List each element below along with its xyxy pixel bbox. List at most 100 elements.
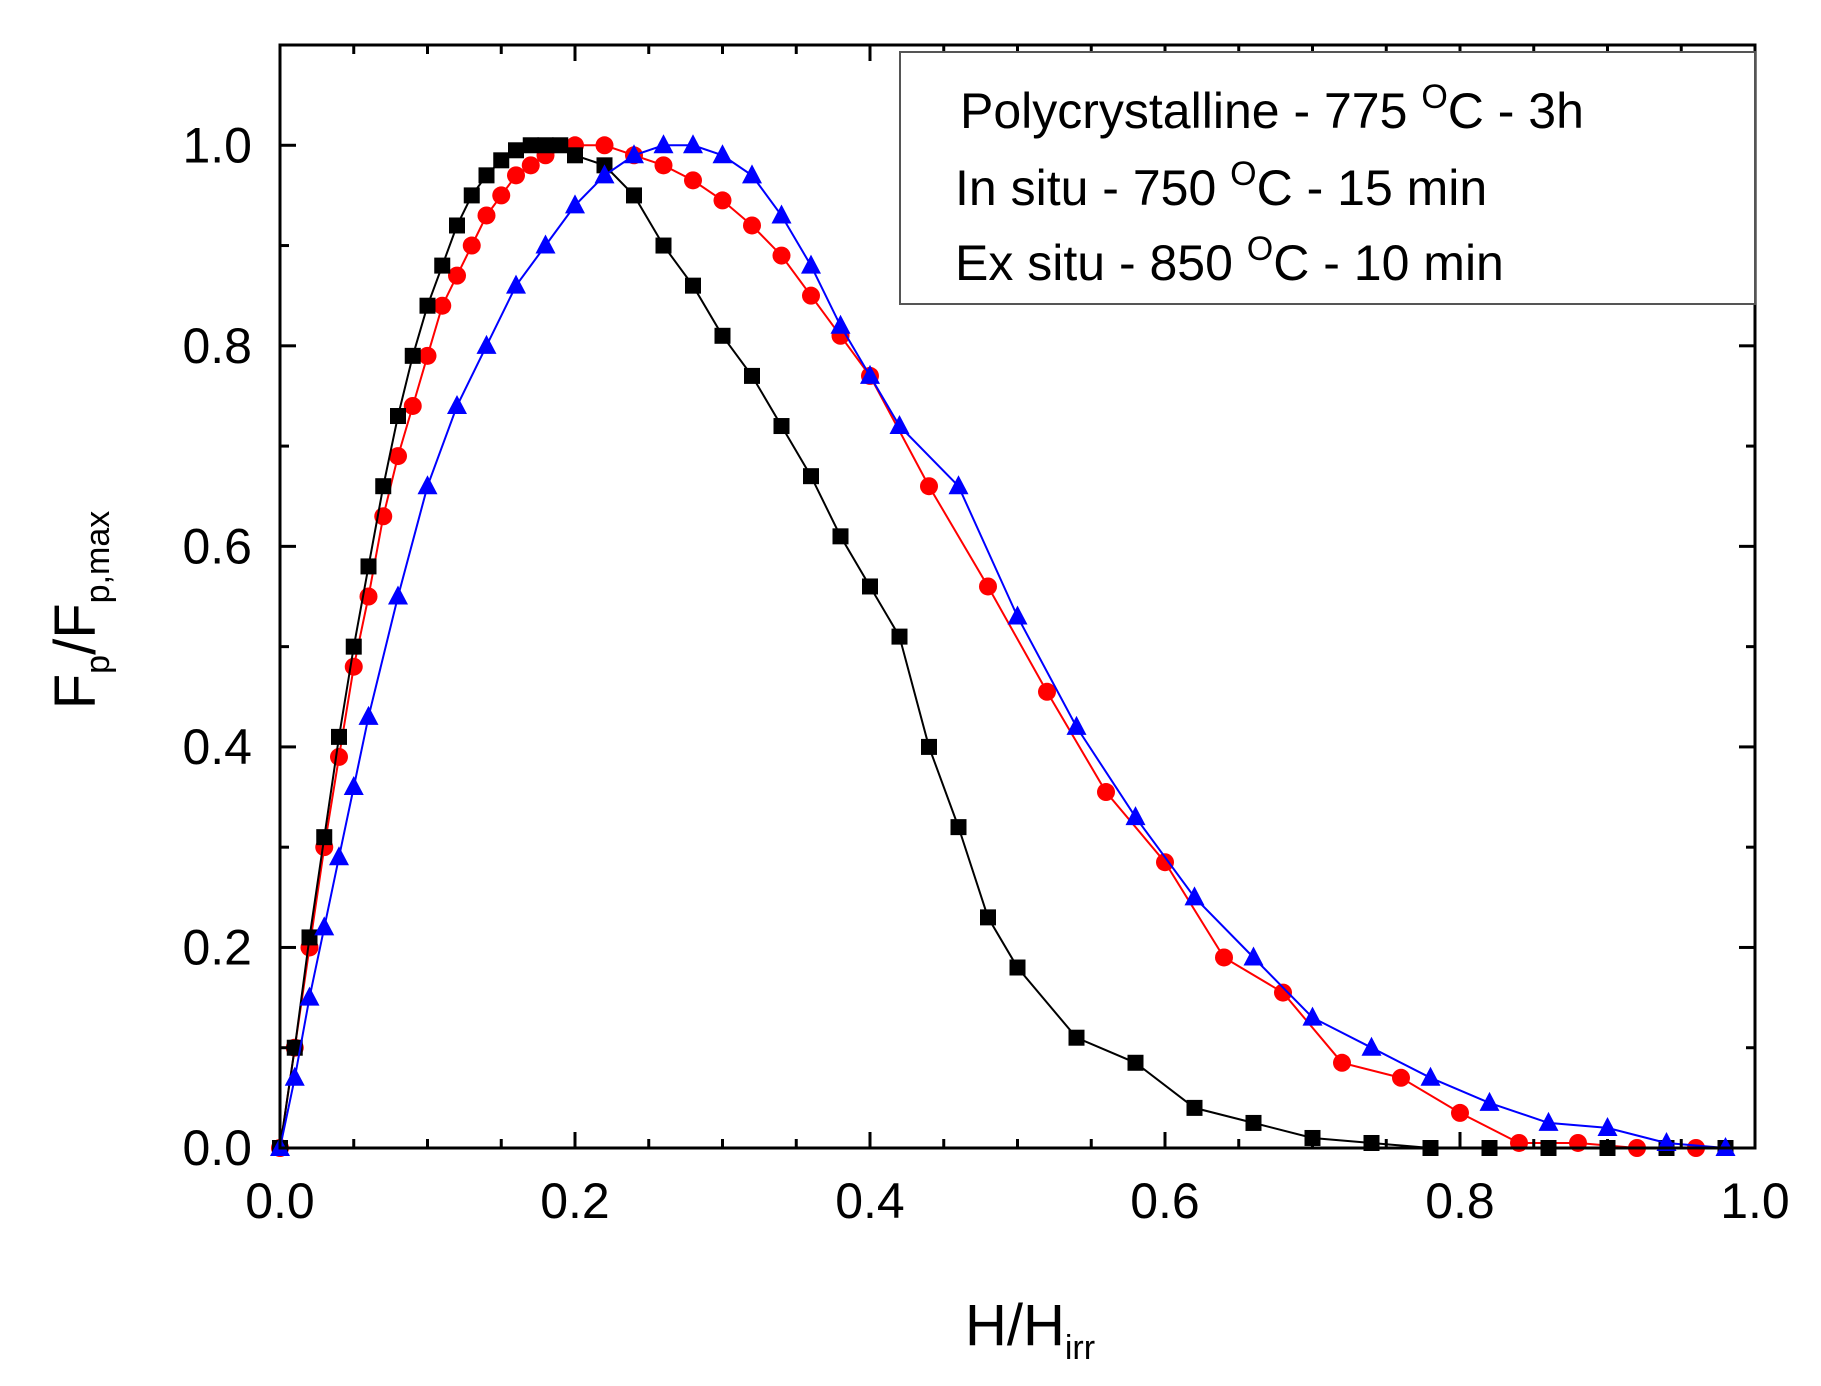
data-point-in-situ xyxy=(1097,783,1115,802)
data-point-ex-situ xyxy=(801,254,821,274)
data-point-ex-situ xyxy=(1420,1066,1441,1086)
data-point-polycrystalline xyxy=(980,909,996,926)
data-point-polycrystalline xyxy=(567,147,583,164)
data-point-polycrystalline xyxy=(1245,1114,1262,1131)
series-line-polycrystalline xyxy=(279,144,1726,1149)
y-tick-label: 0.0 xyxy=(182,1120,252,1176)
data-point-polycrystalline xyxy=(832,528,849,545)
data-point-ex-situ xyxy=(417,475,438,495)
y-tick-label: 0.6 xyxy=(182,518,252,574)
y-axis-title-main: F xyxy=(43,674,108,709)
data-point-polycrystalline xyxy=(390,408,406,425)
x-tick-label: 0.0 xyxy=(245,1173,315,1229)
data-point-in-situ xyxy=(507,166,525,185)
data-point-polycrystalline xyxy=(1186,1099,1203,1116)
data-point-ex-situ xyxy=(447,394,467,414)
y-axis-title-sep: /F xyxy=(43,603,108,655)
series-line-in-situ xyxy=(279,144,1696,1149)
data-point-ex-situ xyxy=(594,164,615,184)
data-point-ex-situ xyxy=(948,475,969,495)
data-point-in-situ xyxy=(448,266,466,285)
legend-entry-1-post: C - 15 min xyxy=(1257,160,1488,216)
data-point-ex-situ xyxy=(1184,886,1205,906)
data-point-in-situ xyxy=(920,477,938,496)
data-point-in-situ xyxy=(1333,1053,1351,1072)
data-point-polycrystalline xyxy=(1304,1129,1321,1146)
y-tick-label: 1.0 xyxy=(182,117,252,173)
data-point-polycrystalline xyxy=(950,819,967,836)
data-point-ex-situ xyxy=(314,916,335,936)
legend-entry-0-text: Polycrystalline - 775 xyxy=(960,83,1421,139)
data-point-ex-situ xyxy=(1538,1111,1559,1131)
y-axis-title: Fp/Fp,max xyxy=(43,511,117,710)
data-point-in-situ xyxy=(743,216,761,235)
data-point-in-situ xyxy=(1274,983,1292,1002)
data-point-in-situ xyxy=(1392,1068,1410,1087)
data-point-in-situ xyxy=(684,171,702,190)
data-point-ex-situ xyxy=(284,1066,305,1086)
data-point-in-situ xyxy=(521,156,540,175)
y-tick-label: 0.2 xyxy=(182,919,252,975)
data-point-ex-situ xyxy=(653,134,674,154)
data-point-polycrystalline xyxy=(862,578,878,595)
data-point-polycrystalline xyxy=(508,142,524,159)
legend-entry-0-post: C - 3h xyxy=(1448,83,1584,139)
data-point-ex-situ xyxy=(830,314,851,334)
legend-entry-2: Ex situ - 850 OC - 10 min xyxy=(955,230,1504,291)
data-point-in-situ xyxy=(462,236,481,255)
data-point-ex-situ xyxy=(299,986,320,1006)
data-point-in-situ xyxy=(1451,1103,1469,1122)
data-point-ex-situ xyxy=(1597,1116,1618,1136)
data-point-ex-situ xyxy=(771,204,792,224)
legend-entry-2-sup: O xyxy=(1247,230,1273,268)
data-point-in-situ xyxy=(772,246,791,265)
data-point-polycrystalline xyxy=(360,558,377,575)
data-point-in-situ xyxy=(595,136,614,155)
data-point-in-situ xyxy=(389,447,407,466)
legend-entry-2-text: Ex situ - 850 xyxy=(955,235,1247,291)
data-point-polycrystalline xyxy=(921,738,937,755)
data-point-in-situ xyxy=(403,396,422,415)
data-point-ex-situ xyxy=(624,144,644,164)
x-axis-title: H/Hirr xyxy=(965,1293,1095,1367)
data-point-ex-situ xyxy=(358,705,379,725)
x-tick-label: 0.2 xyxy=(540,1173,610,1229)
data-point-in-situ xyxy=(1038,682,1056,701)
data-point-polycrystalline xyxy=(1009,959,1026,976)
x-tick-label: 1.0 xyxy=(1720,1173,1790,1229)
data-point-polycrystalline xyxy=(301,929,318,946)
axes-layer: 0.0 0.2 0.4 0.6 0.8 1.0 0.0 0.2 0.4 0.6 0.8 1.0 xyxy=(182,43,1790,1229)
data-point-ex-situ xyxy=(535,234,556,254)
data-point-polycrystalline xyxy=(552,137,569,154)
data-point-polycrystalline xyxy=(655,237,672,254)
data-point-polycrystalline xyxy=(375,478,392,495)
data-point-polycrystalline xyxy=(493,152,510,169)
data-point-in-situ xyxy=(713,191,732,210)
data-point-polycrystalline xyxy=(316,829,333,846)
data-point-polycrystalline xyxy=(891,628,908,645)
data-point-in-situ xyxy=(477,206,496,225)
data-point-polycrystalline xyxy=(522,137,539,154)
data-point-in-situ xyxy=(492,186,511,205)
data-point-ex-situ xyxy=(742,164,762,184)
data-point-ex-situ xyxy=(1007,605,1028,625)
data-point-in-situ xyxy=(330,747,348,766)
legend-entry-0-sup: O xyxy=(1421,78,1447,116)
data-point-polycrystalline xyxy=(449,217,465,234)
data-point-ex-situ xyxy=(860,364,880,384)
y-tick-label: 0.4 xyxy=(182,719,252,775)
data-point-ex-situ xyxy=(1125,806,1146,826)
y-tick-label: 0.8 xyxy=(182,318,252,374)
data-point-polycrystalline xyxy=(434,257,451,274)
data-point-ex-situ xyxy=(712,144,733,164)
x-tick-label: 0.8 xyxy=(1425,1173,1495,1229)
data-point-polycrystalline xyxy=(803,468,819,485)
data-point-in-situ xyxy=(1215,948,1233,967)
x-axis-title-sub: irr xyxy=(1065,1329,1095,1367)
data-point-in-situ xyxy=(418,346,437,365)
data-point-ex-situ xyxy=(1302,1006,1323,1026)
y-axis-title-sub2: p,max xyxy=(79,511,117,604)
data-point-polycrystalline xyxy=(404,347,421,364)
data-point-polycrystalline xyxy=(419,297,436,314)
data-point-in-situ xyxy=(979,577,997,596)
